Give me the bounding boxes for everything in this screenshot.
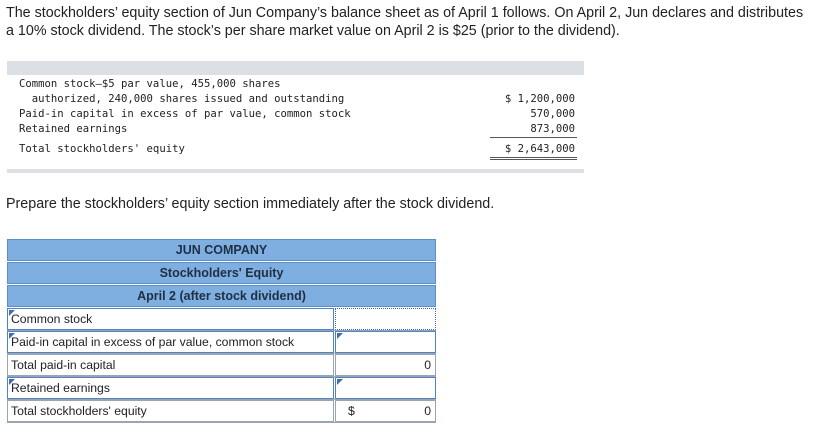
total-equity-amount: $ 0 [335, 400, 436, 422]
dropdown-flag-icon [9, 333, 15, 339]
row-label: Paid-in capital in excess of par value, … [11, 335, 295, 349]
given-line-paid-in-capital: Paid-in capital in excess of par value, … [19, 108, 351, 120]
statement-date-header: April 2 (after stock dividend) [7, 285, 436, 307]
subtotal-rule [490, 137, 577, 138]
total-paid-in-capital-amount: 0 [335, 354, 436, 376]
given-value-paid-in-capital: 570,000 [530, 108, 575, 120]
common-stock-label-input[interactable]: Common stock [7, 308, 334, 330]
total-double-rule-1 [490, 157, 577, 158]
row-paid-in-capital: Paid-in capital in excess of par value, … [7, 331, 436, 354]
row-total-equity: Total stockholders' equity $ 0 [7, 400, 436, 423]
total-double-rule-2 [490, 159, 577, 160]
given-line-retained-earnings: Retained earnings [19, 123, 128, 135]
given-line-authorized: authorized, 240,000 shares issued and ou… [19, 93, 345, 105]
given-line-total: Total stockholders' equity [19, 143, 185, 155]
row-label: Retained earnings [11, 381, 110, 395]
row-label: Common stock [11, 312, 93, 326]
row-value: 0 [424, 404, 431, 418]
common-stock-amount-input[interactable] [335, 308, 436, 330]
total-paid-in-capital-label: Total paid-in capital [7, 354, 334, 376]
dropdown-flag-icon [337, 333, 343, 339]
statement-title-header: Stockholders' Equity [7, 262, 436, 284]
currency-symbol: $ [348, 404, 355, 418]
instruction-text: Prepare the stockholders’ equity section… [6, 196, 495, 212]
retained-earnings-amount-input[interactable] [335, 377, 436, 399]
retained-earnings-label-input[interactable]: Retained earnings [7, 377, 334, 399]
paid-in-capital-label-input[interactable]: Paid-in capital in excess of par value, … [7, 331, 334, 353]
given-value-total: $ 2,643,000 [504, 143, 575, 155]
row-total-paid-in-capital: Total paid-in capital 0 [7, 354, 436, 377]
given-equity-section: Common stock—$5 par value, 455,000 share… [7, 61, 584, 173]
table-bottom-band [7, 169, 584, 173]
dropdown-flag-icon [337, 379, 343, 385]
paid-in-capital-amount-input[interactable] [335, 331, 436, 353]
problem-statement: The stockholders’ equity section of Jun … [6, 5, 804, 39]
row-label: Total paid-in capital [11, 358, 116, 372]
given-value-common-stock: $ 1,200,000 [504, 93, 575, 105]
given-line-common-stock: Common stock—$5 par value, 455,000 share… [19, 78, 281, 90]
answer-worksheet: JUN COMPANY Stockholders' Equity April 2… [7, 239, 436, 424]
company-name-header: JUN COMPANY [7, 239, 436, 261]
total-equity-label: Total stockholders' equity [7, 400, 334, 422]
row-value: 0 [424, 358, 431, 372]
row-common-stock: Common stock [7, 308, 436, 331]
dropdown-flag-icon [9, 310, 15, 316]
given-value-retained-earnings: 873,000 [530, 123, 575, 135]
row-label: Total stockholders' equity [11, 404, 147, 418]
dropdown-flag-icon [9, 379, 15, 385]
table-top-band [7, 61, 584, 75]
row-retained-earnings: Retained earnings [7, 377, 436, 400]
